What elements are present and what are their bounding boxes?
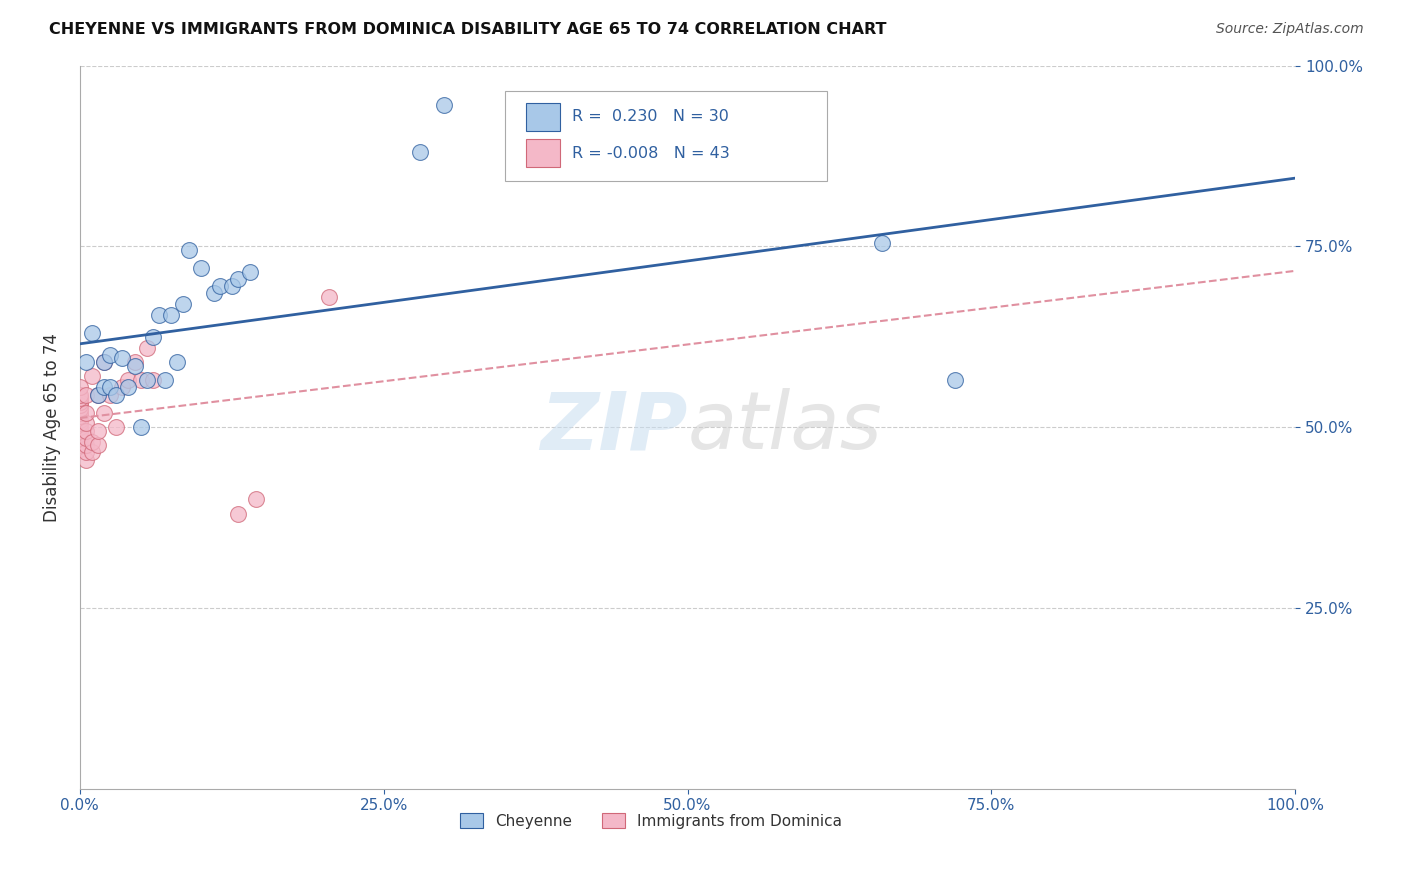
Text: R = -0.008   N = 43: R = -0.008 N = 43 [572, 145, 730, 161]
Point [93, 406, 115, 420]
Point [142, 329, 165, 343]
Point [69, 424, 91, 438]
Text: ZIP: ZIP [540, 388, 688, 466]
Point [75, 417, 97, 431]
Point [75, 445, 97, 459]
Point [87, 438, 110, 452]
Point [245, 492, 267, 507]
Point [69, 380, 91, 394]
Point [80, 326, 103, 340]
Point [69, 398, 91, 412]
Point [129, 420, 152, 434]
Point [179, 243, 201, 257]
Point [226, 507, 249, 521]
Point [142, 373, 165, 387]
Text: Source: ZipAtlas.com: Source: ZipAtlas.com [1216, 22, 1364, 37]
Point [943, 373, 966, 387]
Point [93, 355, 115, 369]
Point [87, 387, 110, 401]
Text: R =  0.230   N = 30: R = 0.230 N = 30 [572, 110, 728, 124]
Point [69, 406, 91, 420]
Point [69, 438, 91, 452]
Point [75, 406, 97, 420]
Point [69, 442, 91, 456]
Point [87, 424, 110, 438]
Legend: Cheyenne, Immigrants from Dominica: Cheyenne, Immigrants from Dominica [454, 807, 849, 835]
Point [69, 402, 91, 417]
Point [135, 373, 157, 387]
Point [98, 380, 121, 394]
Point [69, 413, 91, 427]
Bar [526, 139, 560, 167]
Point [153, 373, 176, 387]
Point [98, 348, 121, 362]
Y-axis label: Disability Age 65 to 74: Disability Age 65 to 74 [44, 333, 60, 522]
Point [69, 409, 91, 424]
Point [124, 359, 146, 373]
Point [69, 420, 91, 434]
Point [221, 279, 243, 293]
Point [239, 265, 262, 279]
Point [69, 394, 91, 409]
Point [166, 355, 188, 369]
Point [93, 380, 115, 394]
Point [160, 308, 183, 322]
Point [69, 427, 91, 442]
Point [129, 373, 152, 387]
Point [69, 431, 91, 445]
Point [172, 297, 194, 311]
Point [80, 445, 103, 459]
Point [117, 373, 139, 387]
Point [75, 438, 97, 452]
Point [105, 387, 128, 401]
Point [433, 98, 456, 112]
Point [105, 420, 128, 434]
Point [135, 341, 157, 355]
Point [202, 286, 225, 301]
Point [69, 391, 91, 405]
Point [208, 279, 231, 293]
Text: atlas: atlas [688, 388, 882, 466]
Text: CHEYENNE VS IMMIGRANTS FROM DOMINICA DISABILITY AGE 65 TO 74 CORRELATION CHART: CHEYENNE VS IMMIGRANTS FROM DOMINICA DIS… [49, 22, 887, 37]
Bar [526, 103, 560, 130]
Point [75, 424, 97, 438]
Point [80, 369, 103, 384]
Point [117, 380, 139, 394]
Point [87, 387, 110, 401]
Point [111, 380, 134, 394]
FancyBboxPatch shape [505, 91, 827, 181]
Point [75, 452, 97, 467]
Point [69, 417, 91, 431]
Point [409, 145, 432, 160]
Point [98, 387, 121, 401]
Point [190, 260, 212, 275]
Point [226, 272, 249, 286]
Point [870, 235, 893, 250]
Point [80, 434, 103, 449]
Point [75, 387, 97, 401]
Point [69, 387, 91, 401]
Point [148, 308, 170, 322]
Point [75, 355, 97, 369]
Point [124, 355, 146, 369]
Point [75, 431, 97, 445]
Point [93, 355, 115, 369]
Point [318, 290, 340, 304]
Point [111, 351, 134, 366]
